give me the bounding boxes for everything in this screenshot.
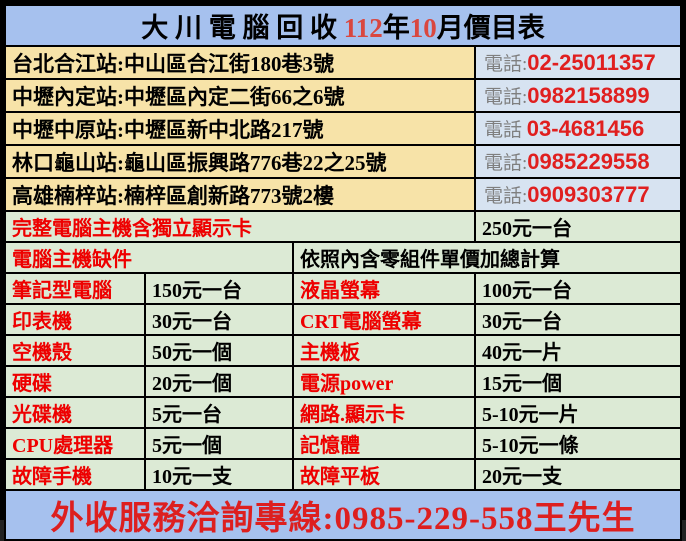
item-price: 5-10元一條 (474, 427, 682, 460)
price-row: 硬碟 20元一個 電源power 15元一個 (4, 365, 682, 398)
price-row: 筆記型電腦 150元一台 液晶螢幕 100元一台 (4, 272, 682, 305)
phone-label: 電話: (484, 87, 528, 108)
station-address: 高雄楠梓站:楠梓區創新路773號2樓 (4, 177, 476, 212)
phone-label: 電話: (484, 186, 528, 207)
page-title: 大 川 電 腦 回 收 112年10月價目表 (4, 4, 682, 47)
item-price: 50元一個 (144, 334, 294, 367)
phone-label: 電話: (484, 54, 528, 75)
item-name: 電源power (292, 365, 476, 398)
item-name: 主機板 (292, 334, 476, 367)
item-price: 10元一支 (144, 458, 294, 491)
item-price: 150元一台 (144, 272, 294, 305)
price-row: 光碟機 5元一台 網路.顯示卡 5-10元一片 (4, 396, 682, 429)
item-price: 5元一個 (144, 427, 294, 460)
item-name: 硬碟 (4, 365, 146, 398)
item-name: 網路.顯示卡 (292, 396, 476, 429)
title-year: 112 (343, 13, 383, 43)
station-row: 中壢中原站:中壢區新中北路217號 電話 03-4681456 (4, 111, 682, 146)
item-name: 筆記型電腦 (4, 272, 146, 305)
item-name: CPU處理器 (4, 427, 146, 460)
item-name: 空機殼 (4, 334, 146, 367)
price-row: 空機殼 50元一個 主機板 40元一片 (4, 334, 682, 367)
phone-number: 0909303777 (527, 182, 650, 207)
footer-banner-row: 外收服務洽詢專線:0985-229-558王先生 (4, 489, 682, 541)
item-name: 故障手機 (4, 458, 146, 491)
phone-number: 02-25011357 (527, 50, 656, 75)
full-pc-price: 250元一台 (474, 210, 682, 243)
item-price: 15元一個 (474, 365, 682, 398)
item-price: 20元一支 (474, 458, 682, 491)
station-phone-cell: 電話:02-25011357 (474, 45, 682, 80)
item-name: 記憶體 (292, 427, 476, 460)
item-name: CRT電腦螢幕 (292, 303, 476, 336)
station-phone-cell: 電話:0985229558 (474, 144, 682, 179)
price-row: CPU處理器 5元一個 記憶體 5-10元一條 (4, 427, 682, 460)
phone-label: 電話: (484, 153, 528, 174)
title-row: 大 川 電 腦 回 收 112年10月價目表 (4, 4, 682, 47)
title-suffix: 月價目表 (436, 13, 545, 43)
item-name: 故障平板 (292, 458, 476, 491)
item-price: 40元一片 (474, 334, 682, 367)
item-price: 30元一台 (144, 303, 294, 336)
price-row: 故障手機 10元一支 故障平板 20元一支 (4, 458, 682, 491)
station-address: 中壢中原站:中壢區新中北路217號 (4, 111, 476, 146)
title-year-unit: 年 (382, 13, 410, 43)
item-name: 液晶螢幕 (292, 272, 476, 305)
station-row: 中壢內定站:中壢區內定二街66之6號 電話:0982158899 (4, 78, 682, 113)
item-price: 5-10元一片 (474, 396, 682, 429)
station-phone-cell: 電話:0982158899 (474, 78, 682, 113)
item-price: 100元一台 (474, 272, 682, 305)
item-name: 光碟機 (4, 396, 146, 429)
missing-parts-label: 電腦主機缺件 (4, 241, 294, 274)
title-month: 10 (409, 13, 437, 43)
station-phone-cell: 電話:0909303777 (474, 177, 682, 212)
phone-number: 03-4681456 (526, 116, 645, 141)
station-phone-cell: 電話 03-4681456 (474, 111, 682, 146)
station-address: 中壢內定站:中壢區內定二街66之6號 (4, 78, 476, 113)
station-address: 台北合江站:中山區合江街180巷3號 (4, 45, 476, 80)
missing-parts-note: 依照內含零組件單價加總計算 (292, 241, 682, 274)
missing-parts-row: 電腦主機缺件 依照內含零組件單價加總計算 (4, 241, 682, 274)
full-pc-row: 完整電腦主機含獨立顯示卡 250元一台 (4, 210, 682, 243)
title-prefix: 大 川 電 腦 回 收 (141, 13, 344, 43)
item-price: 20元一個 (144, 365, 294, 398)
station-row: 林口龜山站:龜山區振興路776巷22之25號 電話:0985229558 (4, 144, 682, 179)
station-row: 台北合江站:中山區合江街180巷3號 電話:02-25011357 (4, 45, 682, 80)
phone-number: 0985229558 (527, 149, 650, 174)
item-price: 5元一台 (144, 396, 294, 429)
hotline-text: 外收服務洽詢專線:0985-229-558王先生 (4, 489, 682, 541)
full-pc-label: 完整電腦主機含獨立顯示卡 (4, 210, 476, 243)
phone-number: 0982158899 (527, 83, 650, 108)
phone-label: 電話 (484, 120, 527, 141)
station-address: 林口龜山站:龜山區振興路776巷22之25號 (4, 144, 476, 179)
station-row: 高雄楠梓站:楠梓區創新路773號2樓 電話:0909303777 (4, 177, 682, 212)
item-name: 印表機 (4, 303, 146, 336)
price-row: 印表機 30元一台 CRT電腦螢幕 30元一台 (4, 303, 682, 336)
item-price: 30元一台 (474, 303, 682, 336)
price-table: 大 川 電 腦 回 收 112年10月價目表 台北合江站:中山區合江街180巷3… (4, 4, 682, 541)
